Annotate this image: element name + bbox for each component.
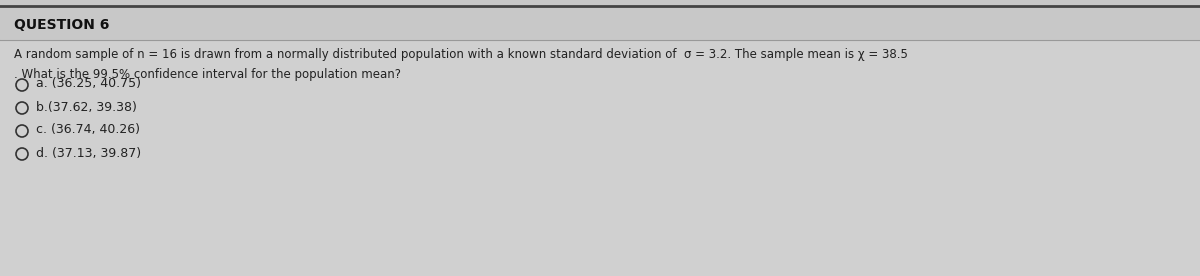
Text: A random sample of n = 16 is drawn from a normally distributed population with a: A random sample of n = 16 is drawn from … (14, 48, 908, 61)
Text: . What is the 99.5% confidence interval for the population mean?: . What is the 99.5% confidence interval … (14, 68, 401, 81)
Text: d. (37.13, 39.87): d. (37.13, 39.87) (36, 147, 142, 160)
Text: c. (36.74, 40.26): c. (36.74, 40.26) (36, 123, 140, 137)
Text: a. (36.25, 40.75): a. (36.25, 40.75) (36, 78, 142, 91)
Bar (0, 40, 1200, 276)
Text: b.(37.62, 39.38): b.(37.62, 39.38) (36, 100, 137, 113)
Text: QUESTION 6: QUESTION 6 (14, 18, 109, 32)
